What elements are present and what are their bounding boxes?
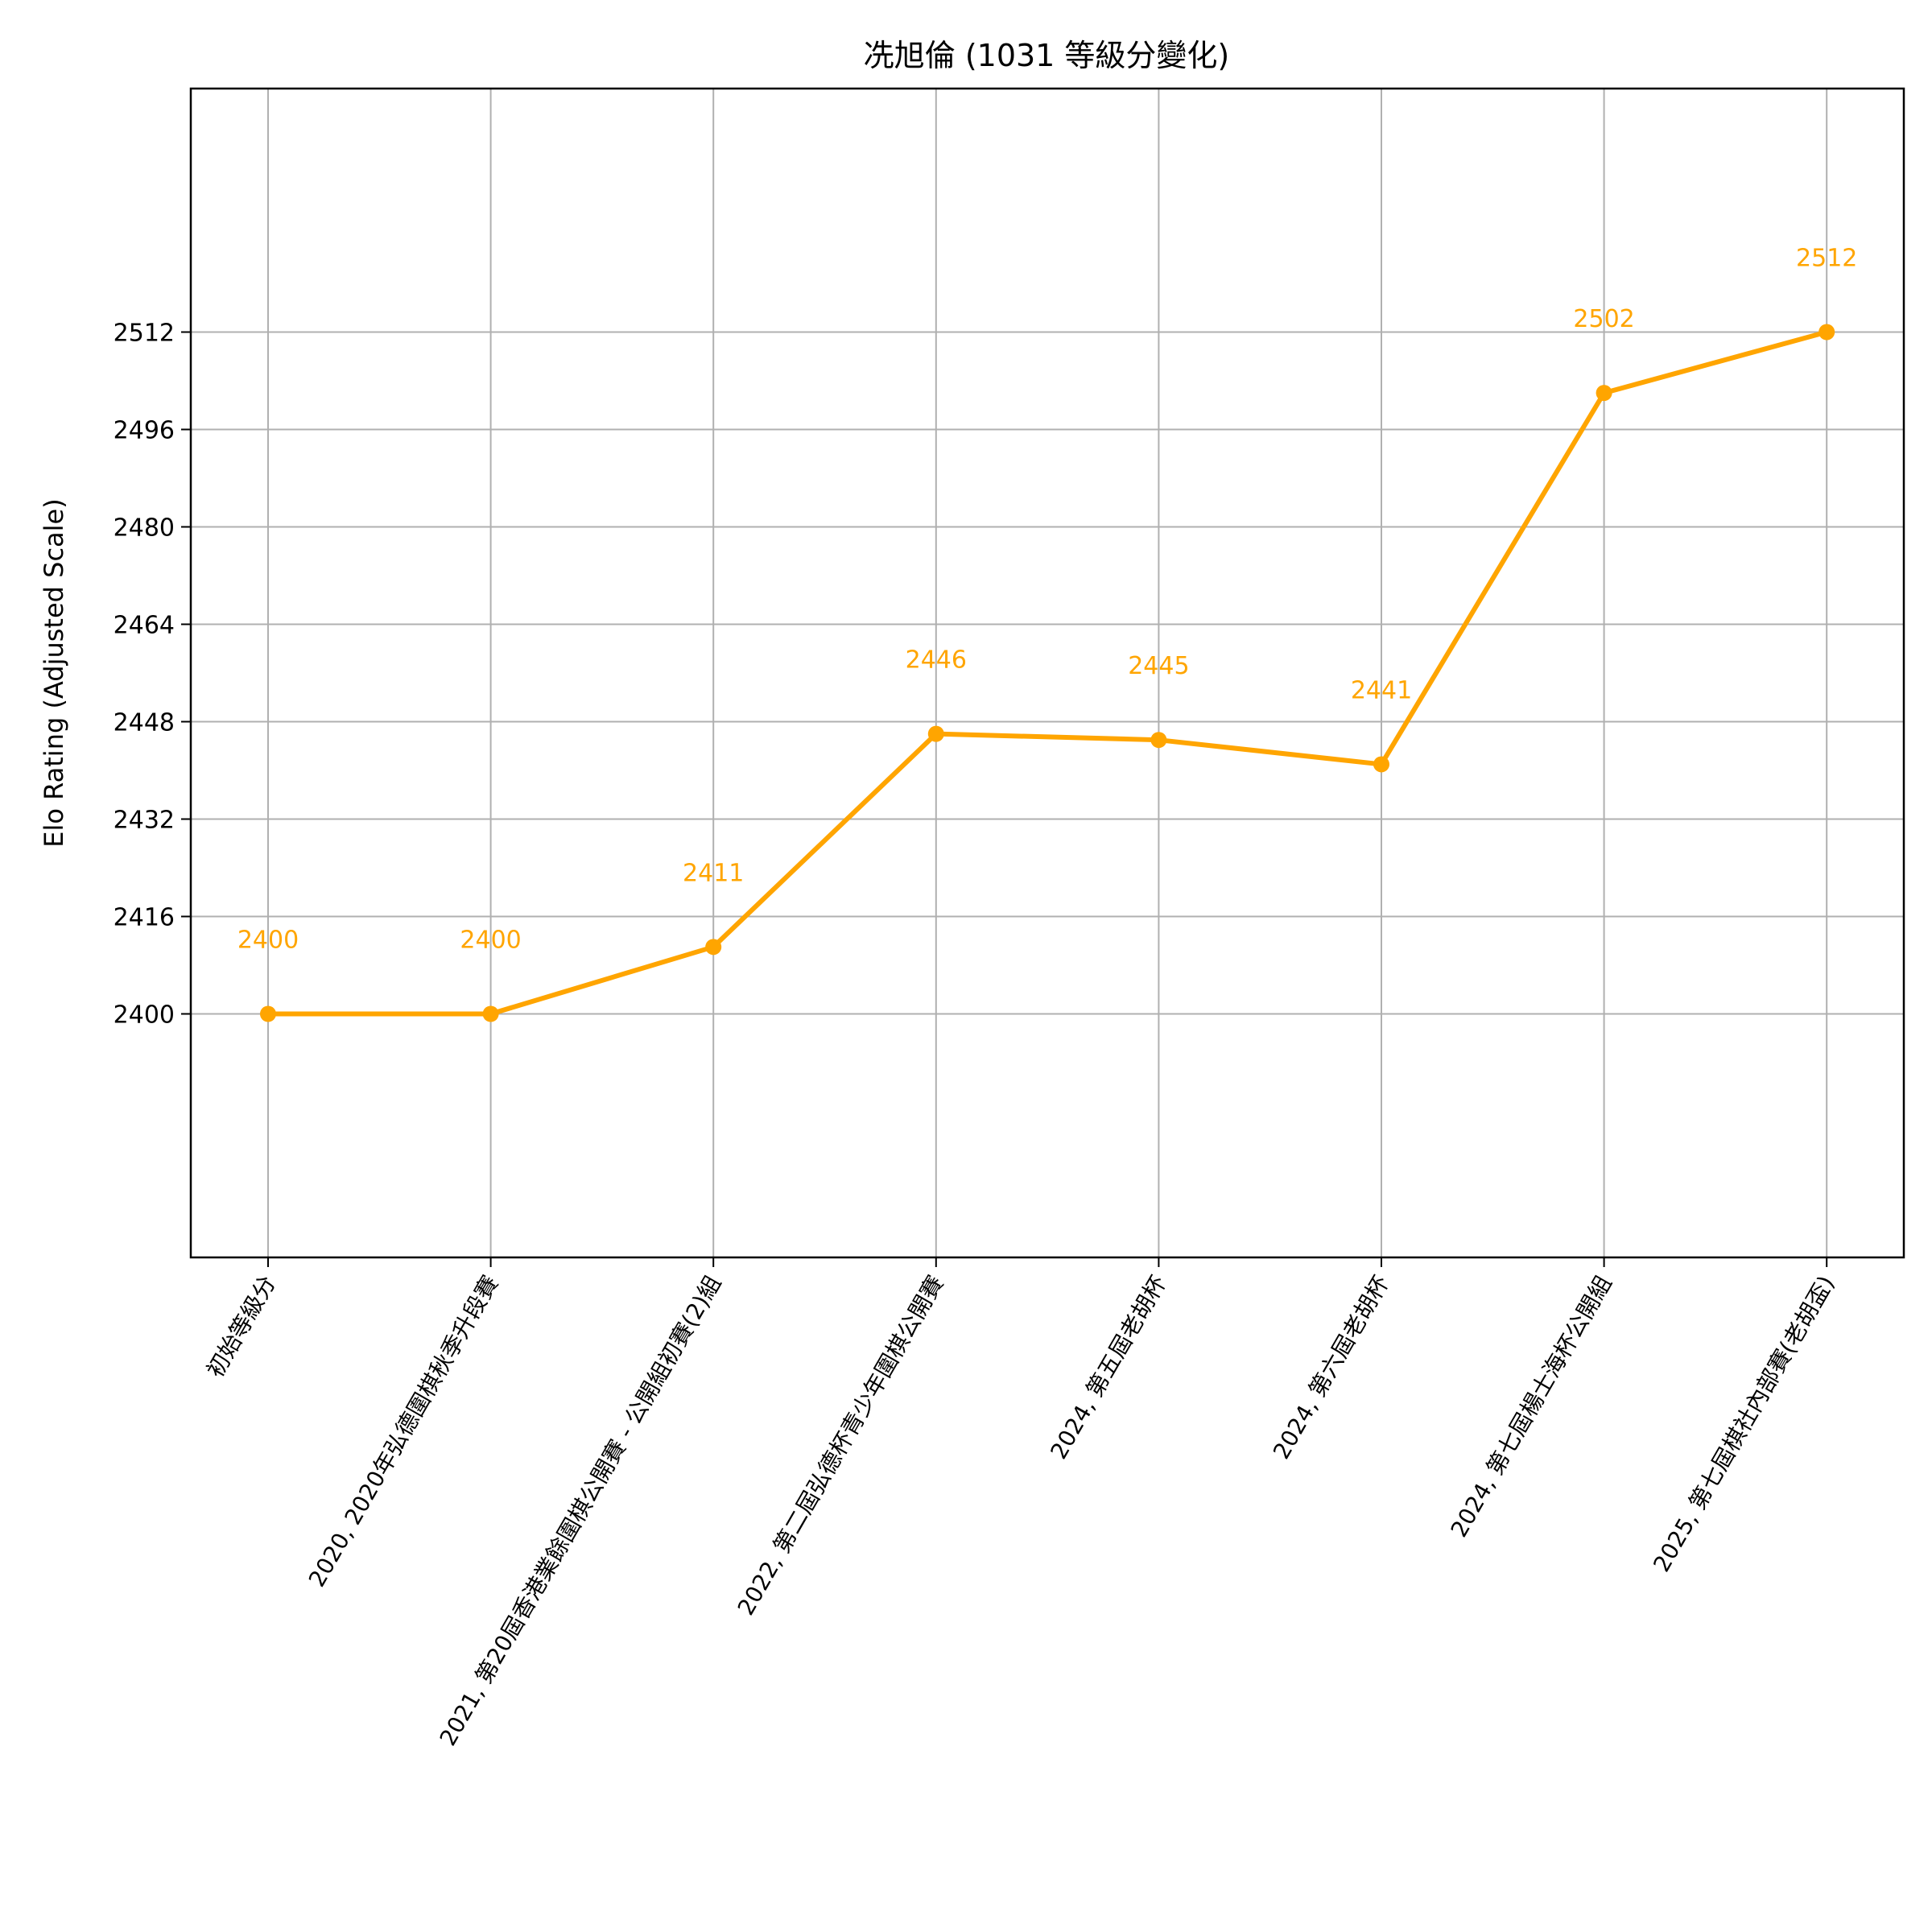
- x-tick-label: 2025, 第七屆棋社內部賽(老胡盃): [1648, 1271, 1839, 1576]
- y-tick-label: 2512: [114, 320, 175, 348]
- data-label: 2446: [906, 646, 967, 675]
- data-label: 2411: [683, 859, 744, 887]
- y-tick-label: 2416: [114, 904, 175, 932]
- y-tick-label: 2448: [114, 709, 175, 737]
- data-point: [927, 725, 944, 742]
- series-layer: [260, 324, 1835, 1022]
- data-point: [482, 1005, 499, 1022]
- data-point: [260, 1005, 276, 1022]
- ytick-layer: 2400 2416 2432 2448 2464 2480 2496 2512: [114, 320, 191, 1030]
- grid-layer: [191, 89, 1904, 1257]
- chart-title: 冼旭倫 (1031 等級分變化): [864, 38, 1230, 73]
- y-tick-label: 2480: [114, 514, 175, 543]
- data-label: 2512: [1796, 245, 1857, 273]
- data-label: 2441: [1351, 676, 1412, 704]
- x-tick-label: 初始等級分: [201, 1271, 281, 1382]
- x-tick-label: 2022, 第二屆弘德杯青少年圍棋公開賽: [733, 1271, 949, 1620]
- y-axis-label: Elo Rating (Adjusted Scale): [39, 498, 69, 847]
- data-label-layer: 2400 2400 2411 2446 2445 2441 2502 2512: [237, 245, 1858, 955]
- y-tick-label: 2464: [114, 612, 175, 640]
- data-point: [1818, 324, 1835, 341]
- x-tick-label: 2021, 第20屆香港業餘圍棋公開賽 - 公開組初賽(2)組: [435, 1271, 727, 1750]
- y-tick-label: 2432: [114, 807, 175, 835]
- x-tick-label: 2024, 第七屆楊士海杯公開組: [1446, 1271, 1617, 1542]
- x-tick-label: 2024, 第六屆老胡杯: [1268, 1271, 1394, 1463]
- x-tick-label: 2024, 第五屆老胡杯: [1045, 1271, 1171, 1463]
- plot-frame: [189, 87, 1905, 1259]
- data-point: [1150, 732, 1167, 749]
- data-point: [1373, 756, 1389, 773]
- data-label: 2400: [237, 927, 299, 955]
- series-line: [266, 329, 1830, 1017]
- y-tick-label: 2496: [114, 417, 175, 445]
- y-tick-label: 2400: [114, 1001, 175, 1030]
- data-point: [705, 939, 722, 956]
- data-point: [1596, 385, 1612, 402]
- data-label: 2445: [1128, 652, 1189, 680]
- x-tick-label: 2020, 2020年弘德圍棋秋季升段賽: [303, 1271, 504, 1591]
- data-label: 2502: [1573, 305, 1634, 333]
- data-label: 2400: [460, 927, 521, 955]
